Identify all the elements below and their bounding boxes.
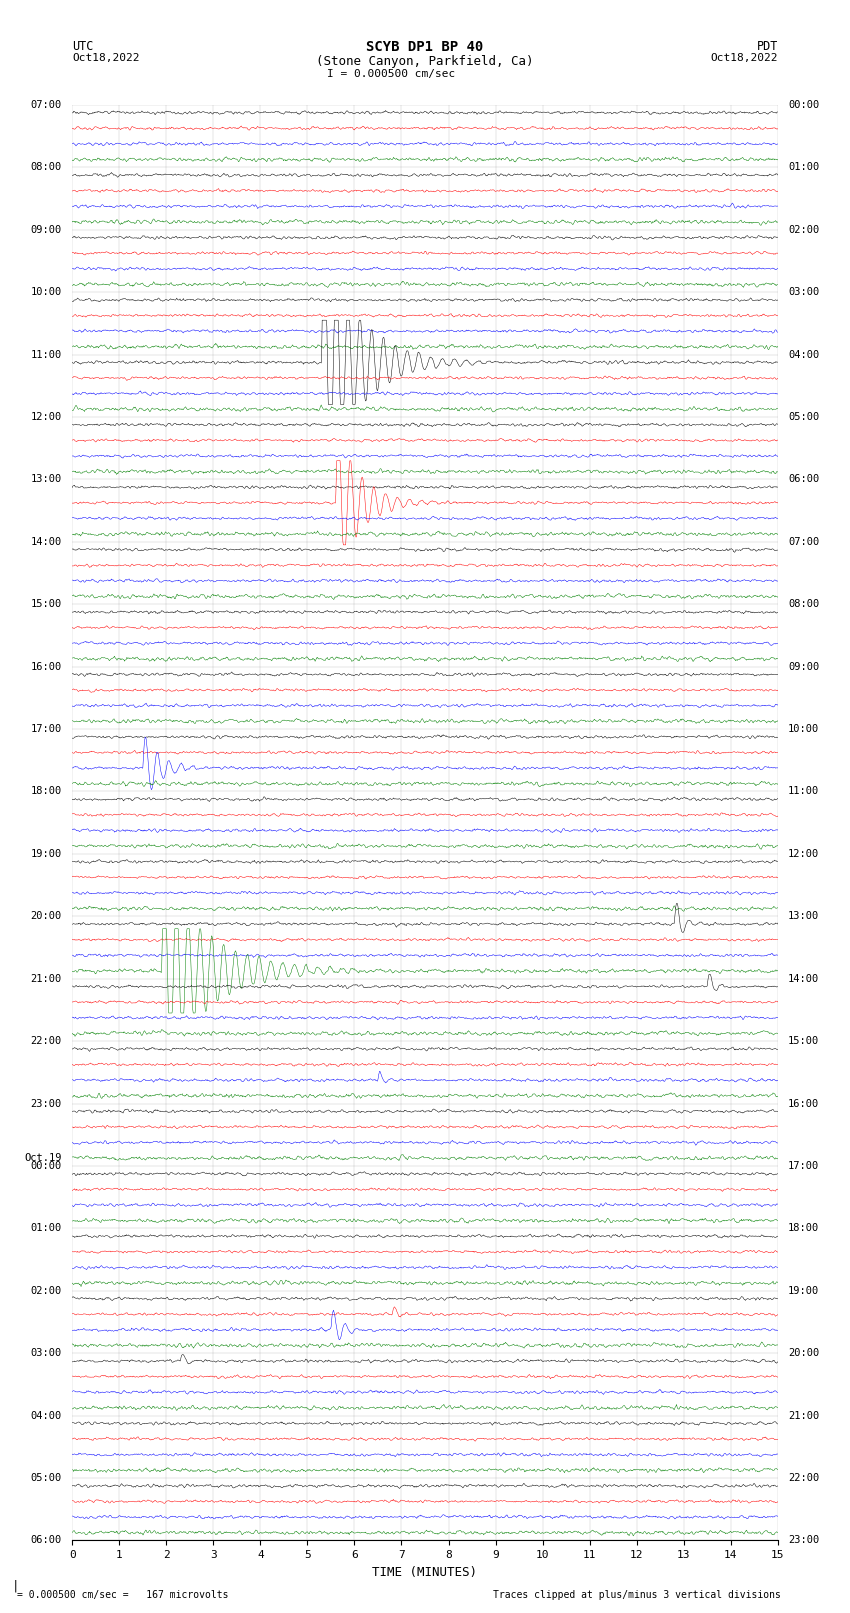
Text: 16:00: 16:00 (31, 661, 62, 671)
Text: 16:00: 16:00 (788, 1098, 819, 1108)
Text: 20:00: 20:00 (31, 911, 62, 921)
Text: 03:00: 03:00 (788, 287, 819, 297)
Text: 07:00: 07:00 (788, 537, 819, 547)
Text: 09:00: 09:00 (31, 224, 62, 234)
Text: 00:00: 00:00 (31, 1161, 62, 1171)
Text: 23:00: 23:00 (788, 1536, 819, 1545)
Text: 00:00: 00:00 (788, 100, 819, 110)
Text: 22:00: 22:00 (788, 1473, 819, 1482)
Text: Traces clipped at plus/minus 3 vertical divisions: Traces clipped at plus/minus 3 vertical … (493, 1590, 781, 1600)
Text: SCYB DP1 BP 40: SCYB DP1 BP 40 (366, 40, 484, 55)
Text: 19:00: 19:00 (788, 1286, 819, 1295)
X-axis label: TIME (MINUTES): TIME (MINUTES) (372, 1566, 478, 1579)
Text: 21:00: 21:00 (788, 1411, 819, 1421)
Text: 13:00: 13:00 (788, 911, 819, 921)
Text: 17:00: 17:00 (788, 1161, 819, 1171)
Text: Oct18,2022: Oct18,2022 (72, 53, 139, 63)
Text: UTC: UTC (72, 40, 94, 53)
Text: 09:00: 09:00 (788, 661, 819, 671)
Text: 10:00: 10:00 (31, 287, 62, 297)
Text: 06:00: 06:00 (31, 1536, 62, 1545)
Text: 18:00: 18:00 (788, 1223, 819, 1234)
Text: 08:00: 08:00 (31, 163, 62, 173)
Text: 01:00: 01:00 (31, 1223, 62, 1234)
Text: 10:00: 10:00 (788, 724, 819, 734)
Text: 03:00: 03:00 (31, 1348, 62, 1358)
Text: 13:00: 13:00 (31, 474, 62, 484)
Text: 11:00: 11:00 (31, 350, 62, 360)
Text: I = 0.000500 cm/sec: I = 0.000500 cm/sec (327, 69, 455, 79)
Text: 05:00: 05:00 (31, 1473, 62, 1482)
Text: 06:00: 06:00 (788, 474, 819, 484)
Text: Oct18,2022: Oct18,2022 (711, 53, 778, 63)
Text: 18:00: 18:00 (31, 787, 62, 797)
Text: 01:00: 01:00 (788, 163, 819, 173)
Text: 11:00: 11:00 (788, 787, 819, 797)
Text: 15:00: 15:00 (31, 598, 62, 610)
Text: 02:00: 02:00 (31, 1286, 62, 1295)
Text: 08:00: 08:00 (788, 598, 819, 610)
Text: 12:00: 12:00 (788, 848, 819, 858)
Text: 20:00: 20:00 (788, 1348, 819, 1358)
Text: 15:00: 15:00 (788, 1036, 819, 1047)
Text: 04:00: 04:00 (31, 1411, 62, 1421)
Text: 22:00: 22:00 (31, 1036, 62, 1047)
Text: Oct.19: Oct.19 (25, 1153, 62, 1163)
Text: 02:00: 02:00 (788, 224, 819, 234)
Text: |: | (12, 1579, 20, 1592)
Text: 12:00: 12:00 (31, 411, 62, 423)
Text: 21:00: 21:00 (31, 974, 62, 984)
Text: 19:00: 19:00 (31, 848, 62, 858)
Text: 23:00: 23:00 (31, 1098, 62, 1108)
Text: 14:00: 14:00 (31, 537, 62, 547)
Text: 14:00: 14:00 (788, 974, 819, 984)
Text: 04:00: 04:00 (788, 350, 819, 360)
Text: = 0.000500 cm/sec =   167 microvolts: = 0.000500 cm/sec = 167 microvolts (17, 1590, 229, 1600)
Text: 07:00: 07:00 (31, 100, 62, 110)
Text: 17:00: 17:00 (31, 724, 62, 734)
Text: PDT: PDT (756, 40, 778, 53)
Text: (Stone Canyon, Parkfield, Ca): (Stone Canyon, Parkfield, Ca) (316, 55, 534, 68)
Text: 05:00: 05:00 (788, 411, 819, 423)
